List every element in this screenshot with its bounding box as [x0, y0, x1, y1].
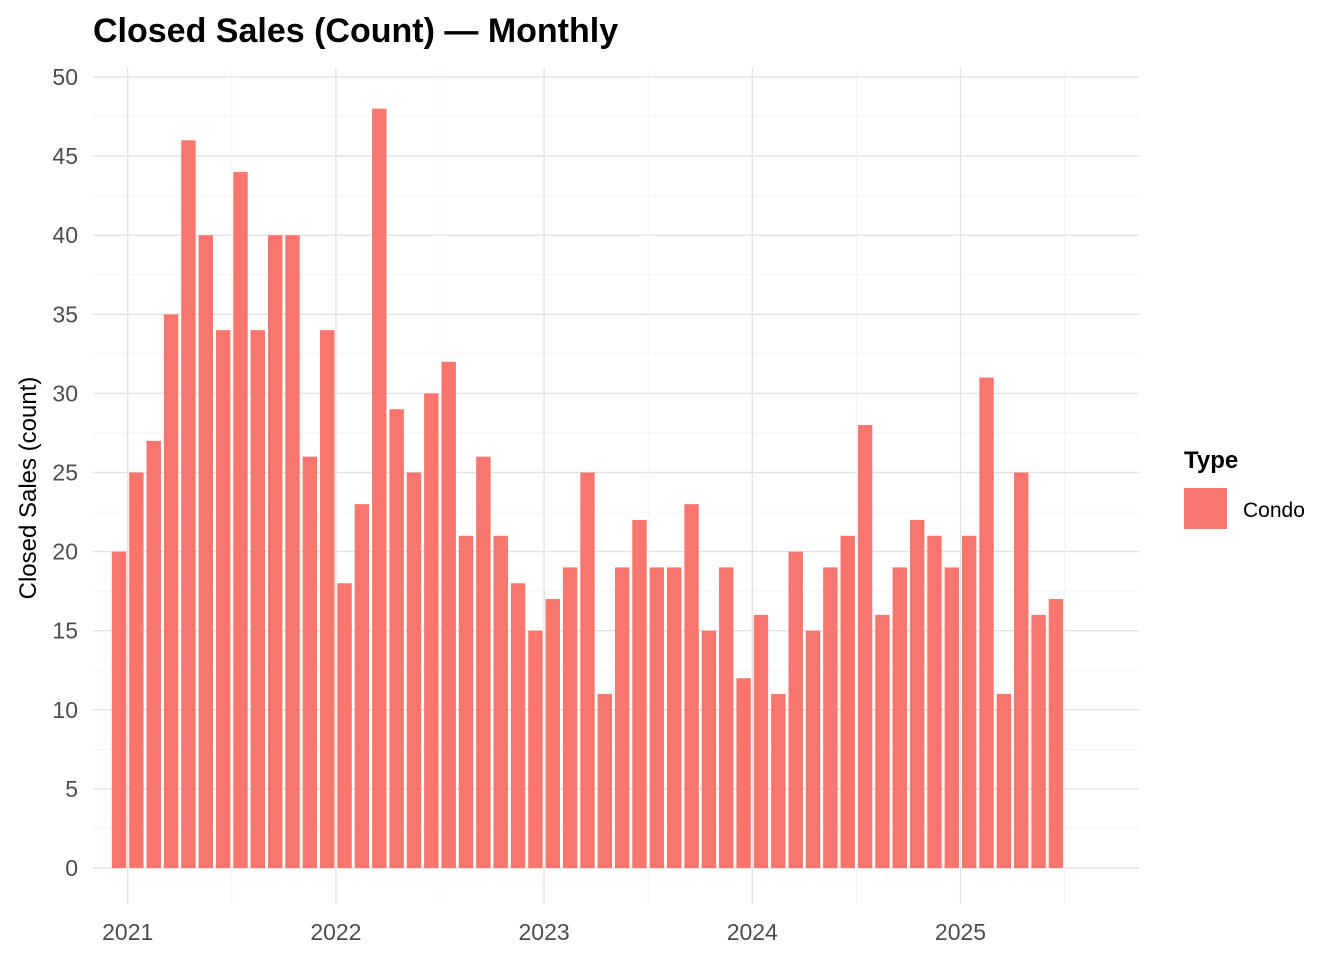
bar [909, 519, 925, 868]
y-tick-label: 25 [52, 460, 78, 486]
bar [372, 108, 387, 868]
bar [111, 551, 127, 868]
bar [701, 630, 717, 868]
bar [632, 519, 647, 868]
bar [424, 393, 439, 868]
bar [476, 456, 491, 868]
y-tick-label: 15 [52, 618, 78, 644]
bar [753, 614, 769, 868]
bar [389, 409, 404, 868]
bar [510, 583, 526, 868]
bar [181, 140, 196, 868]
bar [1031, 614, 1046, 868]
bar [875, 614, 890, 868]
y-tick-label: 35 [52, 301, 78, 327]
bars [111, 108, 1064, 869]
chart-title: Closed Sales (Count) — Monthly [93, 12, 618, 50]
x-tick-label: 2021 [102, 919, 153, 945]
bar [823, 567, 838, 868]
legend: Type Condo [1184, 447, 1305, 529]
bar [736, 678, 751, 868]
bar [458, 535, 474, 868]
bar [528, 630, 543, 868]
bar [597, 693, 613, 868]
bar [1014, 472, 1029, 868]
bar [684, 504, 699, 868]
x-tick-label: 2023 [519, 919, 570, 945]
bar [996, 693, 1012, 868]
x-tick-labels: 2021 2022 2023 2024 2025 [102, 919, 986, 945]
bar [562, 567, 578, 868]
bar [892, 567, 907, 868]
y-axis-title: Closed Sales (count) [15, 377, 42, 600]
bar [1048, 599, 1064, 868]
bar [805, 630, 821, 868]
bar [927, 535, 942, 868]
bar [493, 535, 508, 868]
bar [406, 472, 422, 868]
y-tick-label: 40 [52, 222, 78, 248]
bar [614, 567, 630, 868]
bar [198, 235, 213, 868]
y-tick-label: 30 [52, 380, 78, 406]
bar [163, 314, 179, 868]
x-tick-label: 2024 [727, 919, 778, 945]
bar [267, 235, 283, 868]
bar [441, 361, 456, 868]
bar [233, 171, 248, 869]
x-tick-label: 2025 [935, 919, 986, 945]
y-tick-label: 0 [65, 855, 78, 881]
bar [129, 472, 144, 868]
x-tick-label: 2022 [310, 919, 361, 945]
legend-swatch [1184, 488, 1227, 529]
bar [146, 440, 161, 868]
bar [302, 456, 318, 868]
legend-title: Type [1184, 447, 1238, 474]
y-tick-label: 20 [52, 539, 78, 565]
bar [215, 330, 231, 868]
bar [788, 551, 803, 868]
y-tick-label: 10 [52, 697, 78, 723]
y-tick-label: 50 [52, 64, 78, 90]
bar [320, 330, 335, 868]
bar [337, 583, 352, 868]
bar [961, 535, 977, 868]
bar [250, 330, 266, 868]
bar [840, 535, 855, 868]
bar [354, 504, 370, 868]
bar [545, 599, 560, 868]
bar [771, 693, 786, 868]
bar [285, 235, 300, 868]
legend-label: Condo [1243, 499, 1305, 522]
bar [719, 567, 734, 868]
bar [857, 425, 873, 868]
bar [580, 472, 595, 868]
y-tick-label: 45 [52, 143, 78, 169]
y-tick-labels: 0 5 10 15 20 25 30 35 40 45 50 [52, 64, 78, 881]
bar [649, 567, 665, 868]
bar [667, 567, 682, 868]
bar [979, 377, 994, 868]
y-tick-label: 5 [65, 776, 78, 802]
bar [944, 567, 960, 868]
